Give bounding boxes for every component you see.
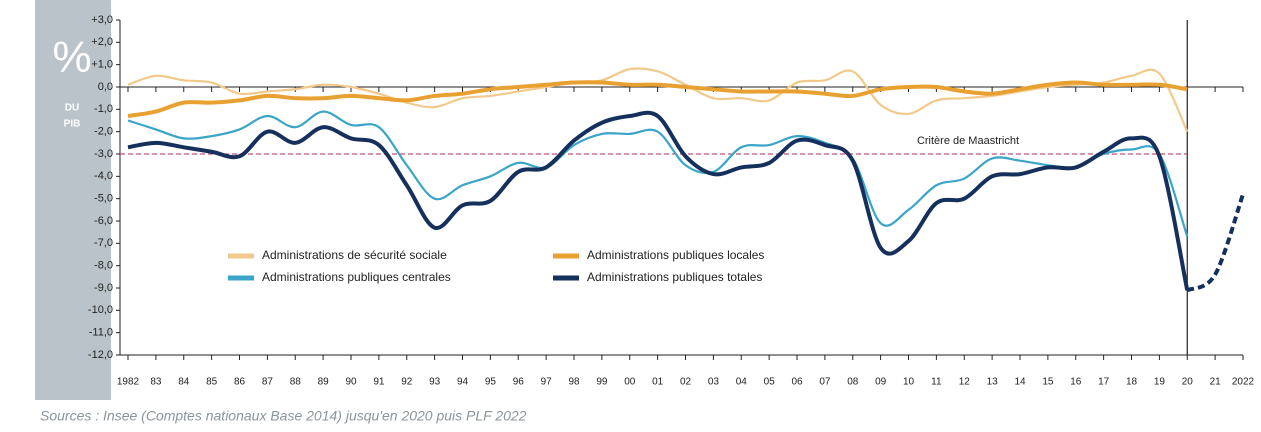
y-tick-label: -7,0	[94, 237, 113, 249]
x-tick-label: 89	[318, 377, 330, 388]
x-tick-label: 10	[903, 377, 915, 388]
y-tick-label: +1,0	[91, 59, 113, 71]
x-tick-label: 86	[234, 377, 246, 388]
x-tick-label: 14	[1014, 377, 1026, 388]
x-tick-label: 06	[791, 377, 803, 388]
unit: %	[52, 33, 91, 82]
y-tick-label: -1,0	[94, 103, 113, 115]
y-tick-label: -3,0	[94, 148, 113, 160]
x-tick-label: 15	[1042, 377, 1054, 388]
x-tick-label: 91	[373, 377, 385, 388]
y-tick-label: -4,0	[94, 170, 113, 182]
x-tick-label: 93	[429, 377, 441, 388]
y-tick-label: -12,0	[88, 349, 113, 361]
x-tick-label: 83	[150, 377, 162, 388]
y-tick-label: +3,0	[91, 14, 113, 26]
x-tick-label: 1982	[117, 377, 140, 388]
y-tick-label: -6,0	[94, 215, 113, 227]
unit-line: DU	[65, 103, 79, 114]
legend-label: Administrations publiques centrales	[262, 270, 451, 284]
reference-label: Critère de Maastricht	[917, 135, 1019, 147]
series-line	[127, 110, 1190, 291]
x-tick-label: 99	[596, 377, 608, 388]
x-tick-label: 11	[931, 377, 942, 388]
x-tick-label: 88	[290, 377, 302, 388]
series-line	[127, 80, 1188, 119]
x-tick-label: 12	[959, 377, 971, 388]
forecast-line	[1186, 193, 1245, 293]
x-tick-label: 21	[1210, 377, 1222, 388]
x-tick-label: 04	[736, 377, 748, 388]
x-tick-label: 13	[987, 377, 999, 388]
x-tick-label: 94	[457, 377, 469, 388]
x-tick-label: 98	[568, 377, 580, 388]
legend-label: Administrations publiques totales	[587, 270, 762, 284]
x-tick-label: 16	[1070, 377, 1082, 388]
x-tick-label: 90	[345, 377, 357, 388]
x-tick-label: 01	[652, 377, 664, 388]
y-tick-label: -11,0	[89, 327, 113, 339]
y-tick-label: -10,0	[88, 304, 113, 316]
x-tick-label: 08	[847, 377, 859, 388]
y-tick-label: -9,0	[94, 282, 113, 294]
y-tick-label: -5,0	[94, 193, 113, 205]
x-tick-label: 00	[624, 377, 636, 388]
legend-label: Administrations publiques locales	[587, 248, 764, 262]
unit-line: PIB	[64, 119, 81, 130]
unit-panel	[35, 0, 111, 400]
y-tick-label: -2,0	[94, 126, 113, 138]
x-tick-label: 92	[401, 377, 413, 388]
x-tick-label: 20	[1182, 377, 1194, 388]
x-tick-label: 97	[541, 377, 553, 388]
x-tick-label: 96	[513, 377, 525, 388]
x-tick-label: 85	[206, 377, 218, 388]
x-tick-label: 05	[764, 377, 776, 388]
x-tick-label: 19	[1154, 377, 1166, 388]
x-tick-label: 2022	[1232, 377, 1255, 388]
x-tick-label: 07	[819, 377, 831, 388]
x-tick-label: 03	[708, 377, 720, 388]
series-line	[127, 67, 1189, 133]
x-tick-label: 87	[262, 377, 274, 388]
x-tick-label: 02	[680, 377, 692, 388]
y-tick-label: -8,0	[94, 260, 113, 272]
x-tick-label: 95	[485, 377, 497, 388]
legend-label: Administrations de sécurité sociale	[262, 248, 447, 262]
source: Sources : Insee (Comptes nationaux Base …	[40, 408, 527, 424]
x-tick-label: 09	[875, 377, 887, 388]
y-tick-label: +2,0	[91, 36, 113, 48]
y-tick-label: 0,0	[98, 81, 113, 93]
x-tick-label: 84	[178, 377, 190, 388]
series-line	[127, 110, 1189, 237]
x-tick-label: 17	[1098, 377, 1110, 388]
x-tick-label: 18	[1126, 377, 1138, 388]
